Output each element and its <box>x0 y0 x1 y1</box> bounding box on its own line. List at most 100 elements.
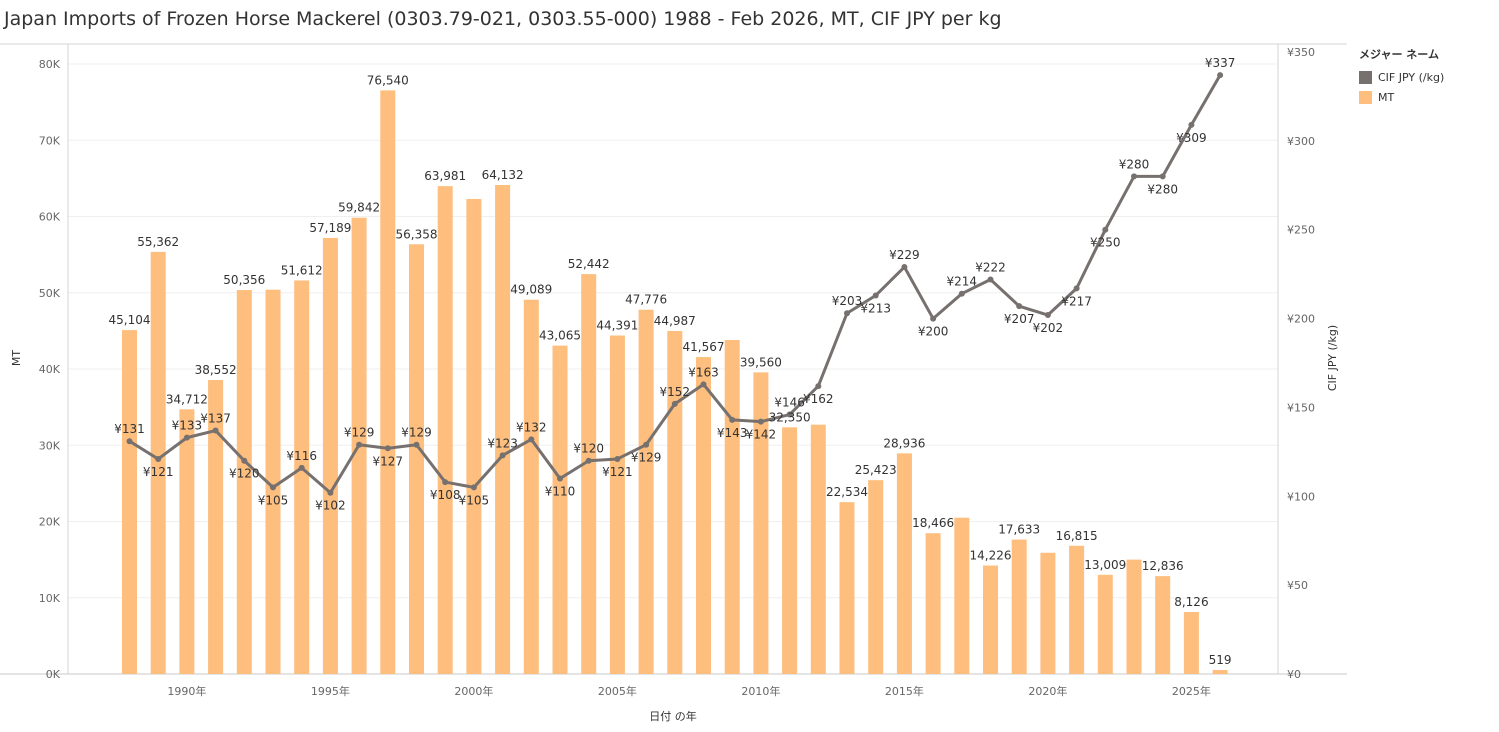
line-point <box>700 381 707 388</box>
bar-label: 51,612 <box>281 263 323 277</box>
line-point <box>815 383 822 390</box>
bar <box>638 309 654 674</box>
line-label: ¥214 <box>947 275 978 289</box>
right-tick-label: ¥250 <box>1287 224 1315 237</box>
legend-swatch-mt <box>1359 90 1372 104</box>
line-labels: ¥131 ¥121 ¥133¥137 ¥120 ¥105 ¥116 ¥102 ¥129 ¥127… <box>114 56 1235 513</box>
legend-item-cif[interactable]: CIF JPY (/kg) <box>1359 67 1444 87</box>
line-point <box>671 400 678 407</box>
line-point <box>1188 121 1195 128</box>
bar-label: 76,540 <box>367 73 409 87</box>
line-label: ¥152 <box>660 385 691 399</box>
bar-label: 47,776 <box>625 293 667 307</box>
bar-labels: 45,104 55,362 34,712 38,552 50,356 51,612 57,1… <box>109 73 1232 667</box>
bar <box>753 372 769 674</box>
left-axis-label: MT <box>10 350 23 366</box>
bar <box>150 251 166 674</box>
line-label: ¥102 <box>315 499 346 513</box>
legend-item-mt[interactable]: MT <box>1359 87 1444 107</box>
bar-label: 56,358 <box>396 227 438 241</box>
line-label: ¥250 <box>1090 236 1121 250</box>
bar-label: 39,560 <box>740 355 782 369</box>
bar-label: 64,132 <box>482 168 524 182</box>
bar <box>1212 670 1228 674</box>
bar <box>782 427 798 674</box>
bar <box>236 290 252 674</box>
line-label: ¥203 <box>832 294 863 308</box>
bar <box>466 198 482 674</box>
line-point <box>212 427 219 434</box>
bar-label: 45,104 <box>109 313 151 327</box>
bar-label: 12,836 <box>1142 559 1184 573</box>
line-label: ¥280 <box>1119 157 1150 171</box>
right-tick-label: ¥100 <box>1287 490 1315 503</box>
line-point <box>643 441 650 448</box>
line-point <box>442 479 449 486</box>
line-point <box>1159 173 1166 180</box>
line-point <box>241 457 248 464</box>
line-label: ¥127 <box>373 454 404 468</box>
bar <box>868 480 884 674</box>
bar <box>294 280 310 674</box>
bar-label: 44,391 <box>596 319 638 333</box>
left-tick-label: 30K <box>39 439 61 452</box>
left-tick-label: 10K <box>39 592 61 605</box>
bar <box>1126 559 1142 674</box>
bar <box>523 299 539 674</box>
line-point <box>1131 173 1137 180</box>
bar <box>122 330 137 674</box>
line-label: ¥213 <box>860 301 891 315</box>
line-point <box>126 438 133 445</box>
left-tick-label: 60K <box>39 211 61 224</box>
line-label: ¥163 <box>688 365 719 379</box>
chart-title: Japan Imports of Frozen Horse Mackerel (… <box>4 8 1002 30</box>
line-point <box>1044 312 1051 319</box>
line-point <box>930 315 937 322</box>
bar <box>1183 612 1199 674</box>
line-point <box>1102 226 1109 233</box>
right-tick-label: ¥0 <box>1287 668 1301 681</box>
line-point <box>155 455 162 462</box>
line-point <box>585 457 592 464</box>
bar-label: 8,126 <box>1174 595 1208 609</box>
left-tick-label: 70K <box>39 134 61 147</box>
bar-label: 49,089 <box>510 283 552 297</box>
line-label: ¥280 <box>1147 182 1178 196</box>
line-label: ¥129 <box>344 426 375 440</box>
line-label: ¥121 <box>143 465 174 479</box>
line-label: ¥143 <box>717 426 748 440</box>
line-label: ¥142 <box>746 428 777 442</box>
line-label: ¥121 <box>602 465 633 479</box>
bar-label: 52,442 <box>568 257 610 271</box>
line-point <box>901 264 908 271</box>
bar-label: 18,466 <box>912 516 954 530</box>
line-label: ¥105 <box>459 493 490 507</box>
bar-label: 55,362 <box>137 235 179 249</box>
line-point <box>614 455 621 462</box>
line-point <box>872 292 879 299</box>
line-point <box>1073 285 1080 292</box>
bar-label: 57,189 <box>309 221 351 235</box>
bar-label: 28,936 <box>883 436 925 450</box>
bar-label: 41,567 <box>683 340 725 354</box>
left-tick-label: 50K <box>39 287 61 300</box>
x-tick-label: 2025年 <box>1172 684 1211 698</box>
bar <box>839 502 855 674</box>
legend: メジャー ネーム CIF JPY (/kg) MT <box>1359 46 1444 107</box>
line-label: ¥146 <box>774 396 805 410</box>
line-point <box>958 290 965 297</box>
line-label: ¥217 <box>1061 294 1092 308</box>
line-point <box>499 452 506 459</box>
line-point <box>729 416 736 423</box>
right-tick-label: ¥150 <box>1287 401 1315 414</box>
bar <box>1040 552 1056 674</box>
bar <box>667 330 683 674</box>
line-label: ¥120 <box>229 467 260 481</box>
bar <box>810 424 826 674</box>
bar <box>179 409 195 674</box>
line-point <box>1016 303 1023 310</box>
line-label: ¥123 <box>487 436 518 450</box>
legend-label-mt: MT <box>1378 90 1395 104</box>
line-label: ¥132 <box>516 420 547 434</box>
